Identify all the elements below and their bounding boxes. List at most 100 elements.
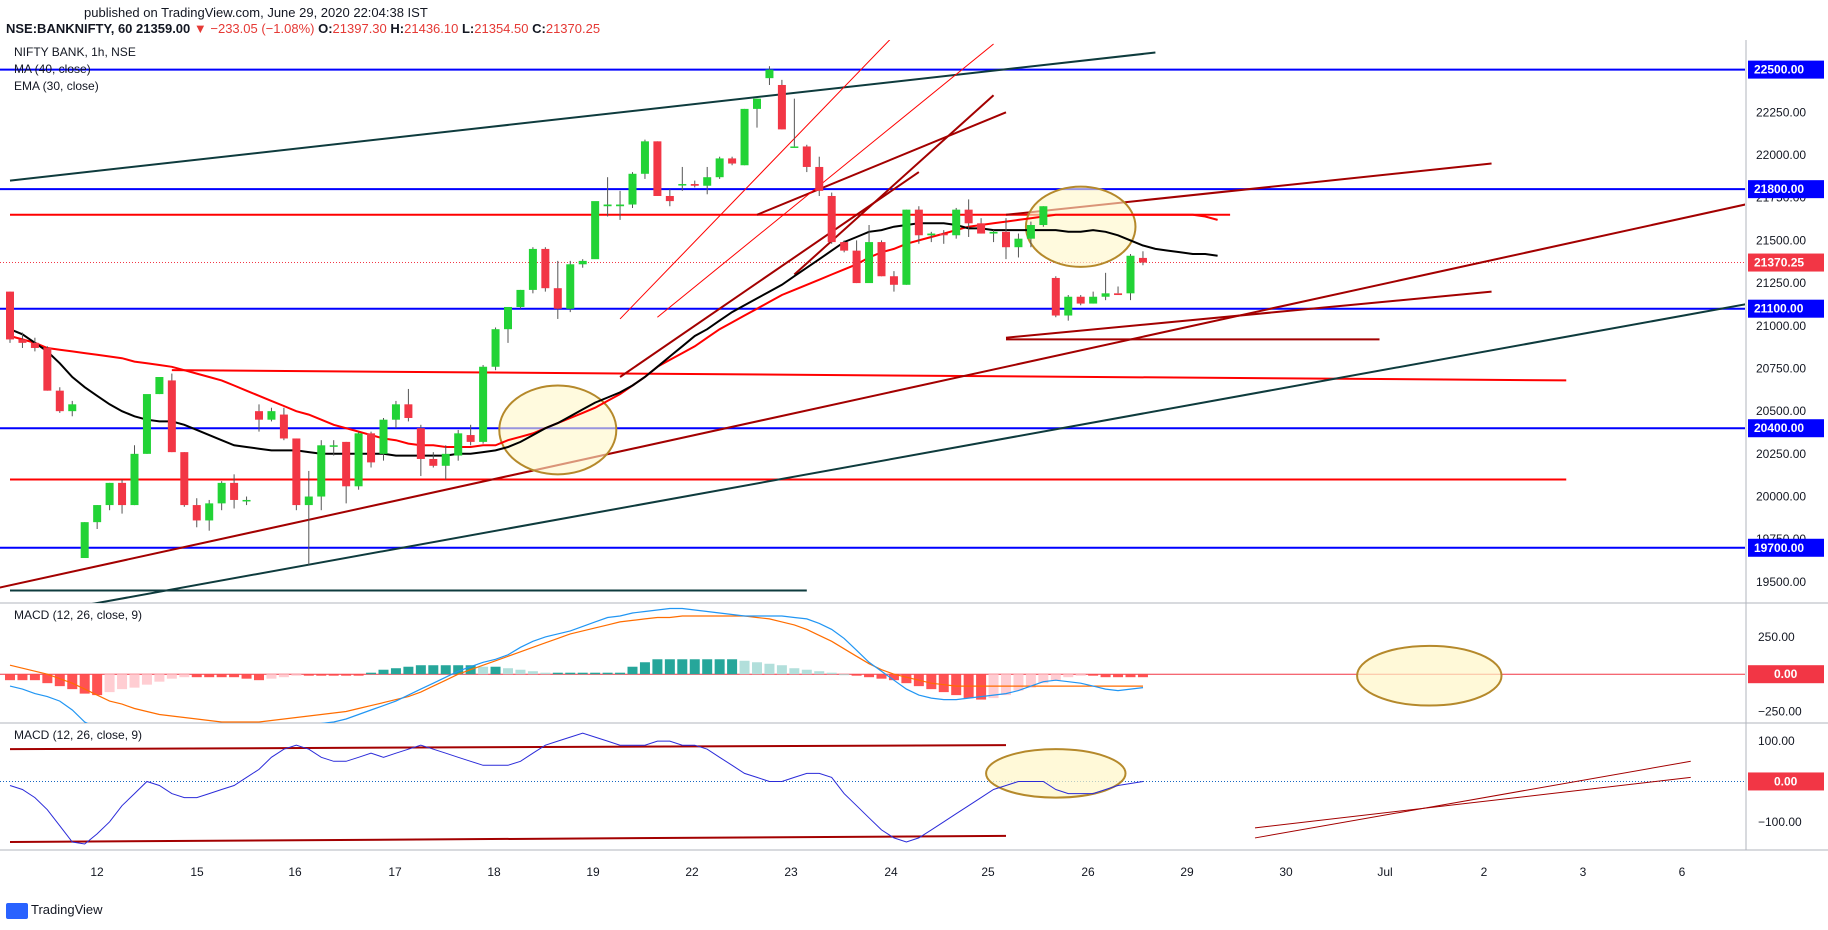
time-tick-label: 30 — [1279, 865, 1293, 879]
price-tick-label: 21250.00 — [1756, 276, 1806, 290]
candle-body — [553, 288, 562, 309]
trendline — [793, 94, 995, 276]
histogram-bar — [92, 674, 103, 696]
zero-badge-label: 0.00 — [1774, 774, 1798, 788]
candle-body — [715, 158, 724, 178]
candle-body — [466, 435, 475, 442]
candle-body — [329, 445, 338, 447]
macd2-tick-label: 100.00 — [1758, 734, 1795, 748]
histogram-bar — [714, 659, 725, 675]
histogram-bar — [278, 674, 289, 678]
candle-body — [516, 289, 525, 307]
candle-body — [1026, 225, 1035, 239]
histogram-bar — [727, 659, 738, 675]
candle-body — [167, 380, 176, 453]
candle-body — [255, 411, 263, 420]
open-label: O: — [318, 21, 333, 36]
time-tick-label: 19 — [586, 865, 600, 879]
trendline — [1005, 290, 1492, 339]
candle-body — [690, 184, 699, 186]
level-badge-label: 19700.00 — [1754, 541, 1804, 555]
price-change: ▼ −233.05 (−1.08%) — [193, 21, 315, 36]
zero-badge-label: 0.00 — [1774, 667, 1798, 681]
candle-body — [927, 233, 936, 236]
histogram-bar — [789, 668, 800, 675]
candle-body — [790, 146, 799, 148]
histogram-bar — [864, 674, 875, 678]
candle-body — [802, 146, 811, 167]
histogram-bar — [1113, 674, 1124, 678]
chart-svg[interactable]: 22250.0022000.0021750.0021500.0021250.00… — [0, 40, 1828, 920]
chart-header: published on TradingView.com, June 29, 2… — [0, 0, 1828, 40]
candle-body — [142, 394, 151, 454]
histogram-bar — [204, 674, 215, 678]
time-tick-label: 6 — [1679, 865, 1686, 879]
candle-body — [43, 347, 52, 391]
candle-body — [416, 428, 425, 459]
low-label: L: — [461, 21, 475, 36]
histogram-bar — [378, 669, 389, 675]
histogram-bar — [776, 665, 787, 675]
histogram-bar — [1075, 674, 1086, 676]
candle-body — [279, 414, 288, 439]
histogram-bar — [801, 669, 812, 675]
time-tick-label: 12 — [90, 865, 104, 879]
histogram-bar — [366, 672, 377, 675]
histogram-bar — [752, 662, 762, 675]
candle-body — [653, 141, 662, 196]
candle-body — [628, 173, 637, 205]
candle-body — [118, 482, 127, 506]
histogram-bar — [814, 671, 825, 675]
candle-body — [952, 209, 961, 236]
price-tick-label: 22000.00 — [1756, 148, 1806, 162]
histogram-bar — [577, 672, 588, 675]
histogram-bar — [652, 659, 663, 675]
candle-body — [1089, 296, 1098, 304]
last-price-badge — [1748, 253, 1824, 272]
candle-body — [566, 264, 575, 309]
trendline — [9, 51, 1156, 182]
candle-body — [528, 248, 537, 290]
histogram-bar — [1063, 674, 1074, 678]
level-badge — [1748, 538, 1824, 557]
candle-body — [777, 84, 786, 130]
tradingview-logo[interactable]: TradingView — [6, 902, 103, 919]
candle-body — [740, 108, 749, 166]
histogram-bar — [503, 668, 513, 675]
histogram-bar — [839, 674, 850, 676]
time-tick-label: 2 — [1481, 865, 1488, 879]
close-label: C: — [532, 21, 546, 36]
histogram-bar — [341, 674, 352, 676]
candle-body — [678, 184, 687, 186]
histogram-bar — [664, 659, 675, 675]
chart-area[interactable]: 22250.0022000.0021750.0021500.0021250.00… — [0, 40, 1828, 920]
histogram-bar — [602, 672, 613, 675]
time-tick-label: Jul — [1377, 865, 1392, 879]
histogram-bar — [1025, 674, 1036, 688]
histogram-bar — [17, 674, 28, 681]
ma-line — [9, 222, 1218, 457]
price-tick-label: 19500.00 — [1756, 575, 1806, 589]
brand-label: TradingView — [31, 902, 103, 917]
histogram-bar — [540, 672, 551, 675]
candle-body — [441, 453, 450, 466]
highlight-ellipse — [1356, 644, 1503, 707]
zero-badge — [1748, 665, 1824, 684]
level-badge — [1748, 60, 1824, 79]
candle-body — [728, 158, 737, 164]
time-tick-label: 3 — [1580, 865, 1587, 879]
level-badge-label: 22500.00 — [1754, 63, 1804, 77]
candle-body — [317, 445, 326, 497]
histogram-bar — [216, 674, 227, 678]
time-tick-label: 18 — [487, 865, 501, 879]
candle-body — [1039, 206, 1048, 226]
histogram-bar — [702, 659, 713, 675]
histogram-bar — [478, 666, 489, 675]
price-tick-label: 20750.00 — [1756, 361, 1806, 375]
histogram-bar — [677, 659, 688, 675]
histogram-bar — [415, 665, 426, 675]
histogram-bar — [739, 660, 750, 675]
candle-body — [354, 433, 363, 487]
price-tick-label: 20500.00 — [1756, 404, 1806, 418]
candle-body — [703, 177, 712, 186]
